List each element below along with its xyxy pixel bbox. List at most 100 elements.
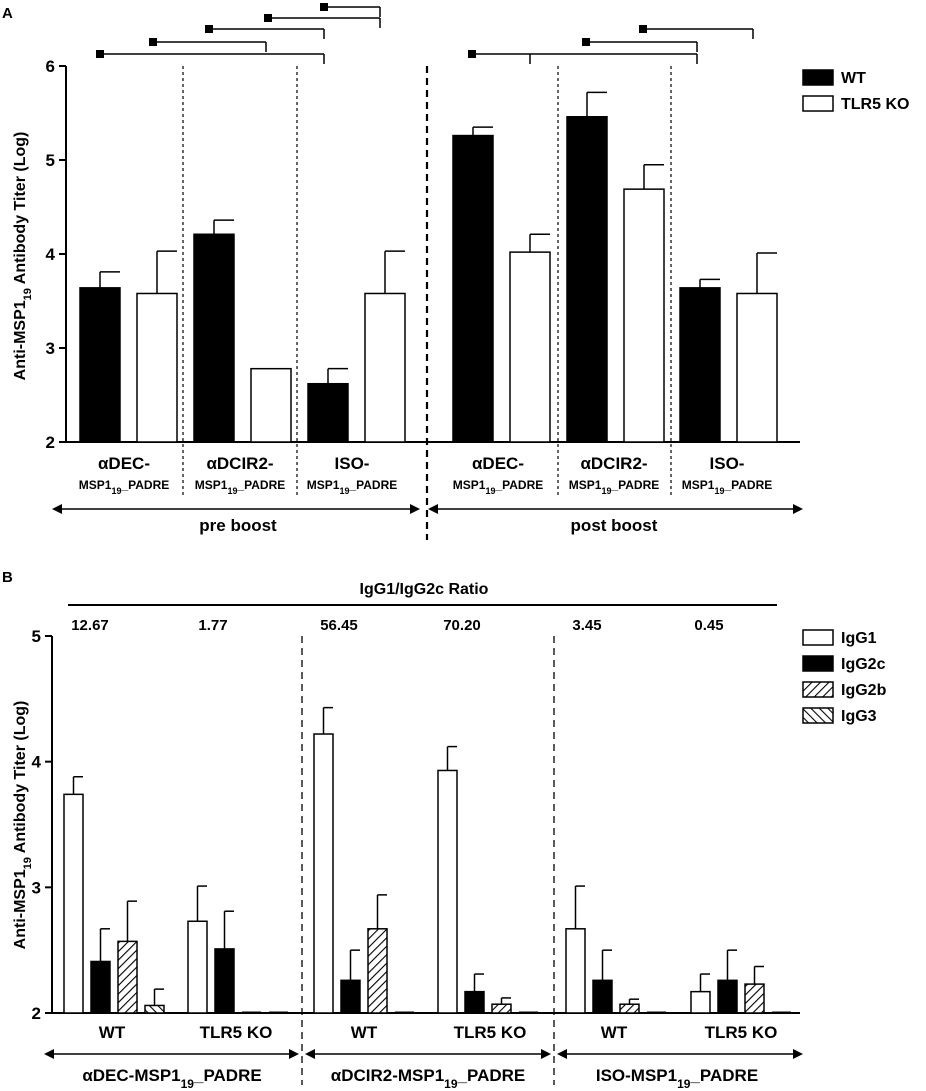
construct-label: αDEC-MSP119_PADRE <box>82 1066 261 1091</box>
ratio-value: 56.45 <box>320 617 358 634</box>
bar-wt <box>79 287 121 443</box>
subgroup-label: TLR5 KO <box>454 1023 527 1042</box>
bars-a <box>79 91 778 443</box>
bar-igg2c <box>464 990 485 1014</box>
ratio-value: 0.45 <box>694 617 723 634</box>
legend-b: IgG1 IgG2c IgG2b IgG3 <box>802 629 887 725</box>
construct-labels-b: αDEC-MSP119_PADRE αDCIR2-MSP119_PADRE IS… <box>82 1066 758 1091</box>
bar-igg2c <box>340 979 361 1014</box>
group-label-construct: MSP119_PADRE <box>682 478 773 496</box>
panel-b-label: B <box>2 569 13 586</box>
phase-label-post: post boost <box>571 516 658 535</box>
y-tick-label: 4 <box>46 245 56 264</box>
y-axis-title-a: Anti-MSP119 Antibody Titer (Log) <box>12 132 34 381</box>
panel-a: A 2 3 4 5 6 <box>2 3 909 540</box>
subgroup-label: WT <box>351 1023 378 1042</box>
bar-tlr5-ko <box>250 367 292 443</box>
y-tick-label: 3 <box>46 339 55 358</box>
bar-tlr5-ko <box>623 188 665 443</box>
ratio-values: 12.67 1.77 56.45 70.20 3.45 0.45 <box>71 617 723 634</box>
y-tick-label: 3 <box>32 878 41 897</box>
ratio-value: 70.20 <box>443 617 481 634</box>
group-label-construct: MSP119_PADRE <box>79 478 170 496</box>
group-label-top: αDCIR2- <box>206 454 273 473</box>
group-label-construct: MSP119_PADRE <box>307 478 398 496</box>
bar-igg2b <box>491 1003 512 1014</box>
group-label-top: ISO- <box>710 454 745 473</box>
bar-tlr5-ko <box>509 251 551 443</box>
bar-igg3 <box>144 1004 165 1014</box>
bar-tlr5-ko <box>364 292 406 443</box>
bar-igg1 <box>63 793 84 1014</box>
phase-label-pre: pre boost <box>199 516 277 535</box>
bar-wt <box>452 134 494 443</box>
bar-wt <box>566 116 608 443</box>
legend-label-igg3: IgG3 <box>841 708 877 725</box>
y-ticks-b: 2 3 4 5 <box>32 627 52 1023</box>
group-label-construct: MSP119_PADRE <box>195 478 286 496</box>
significance-markers-a <box>96 3 647 58</box>
bar-wt <box>679 287 721 443</box>
y-tick-label: 4 <box>32 753 42 772</box>
y-tick-label: 2 <box>46 433 55 452</box>
arrow-heads-a <box>52 504 803 514</box>
legend-swatch-wt <box>802 69 834 86</box>
arrow-heads-b <box>44 1049 803 1059</box>
legend-swatch-tlr5ko <box>802 95 834 112</box>
y-tick-label: 5 <box>46 151 55 170</box>
y-axis-title-b: Anti-MSP119 Antibody Titer (Log) <box>12 701 34 950</box>
legend-swatch-igg2c <box>802 655 834 672</box>
ratio-title: IgG1/IgG2c Ratio <box>360 581 489 598</box>
group-label-top: αDEC- <box>98 454 150 473</box>
bar-igg1 <box>187 920 208 1014</box>
group-label-top: αDCIR2- <box>580 454 647 473</box>
bar-igg1 <box>313 733 334 1014</box>
y-tick-label: 6 <box>46 57 55 76</box>
legend-label-igg1: IgG1 <box>841 630 877 647</box>
subgroup-label: TLR5 KO <box>705 1023 778 1042</box>
ratio-value: 12.67 <box>71 617 109 634</box>
y-tick-label: 5 <box>32 627 41 646</box>
construct-label: ISO-MSP119_PADRE <box>596 1066 758 1091</box>
bar-igg2c <box>90 960 111 1014</box>
construct-label: αDCIR2-MSP119_PADRE <box>331 1066 525 1091</box>
legend-swatch-igg1 <box>802 629 834 646</box>
group-labels-a: αDEC- αDCIR2- ISO- αDEC- αDCIR2- ISO- MS… <box>79 454 773 496</box>
bar-tlr5-ko <box>736 292 778 443</box>
legend-label-wt: WT <box>841 70 866 87</box>
panel-a-label: A <box>2 5 13 22</box>
legend-label-tlr5ko: TLR5 KO <box>841 96 909 113</box>
bar-igg2c <box>717 979 738 1014</box>
subgroup-label: WT <box>99 1023 126 1042</box>
group-label-construct: MSP119_PADRE <box>453 478 544 496</box>
legend-label-igg2c: IgG2c <box>841 656 886 673</box>
legend-label-igg2b: IgG2b <box>841 682 887 699</box>
bar-igg2b <box>117 940 138 1014</box>
bar-igg2c <box>592 979 613 1014</box>
subgroup-label: WT <box>601 1023 628 1042</box>
bar-igg2b <box>367 928 388 1014</box>
subgroup-labels-b: WT TLR5 KO WT TLR5 KO WT TLR5 KO <box>99 1023 778 1042</box>
bar-wt <box>193 233 235 443</box>
y-tick-label: 2 <box>32 1004 41 1023</box>
legend-swatch-igg2b <box>802 681 834 698</box>
bar-igg2c <box>214 948 235 1014</box>
group-label-top: ISO- <box>335 454 370 473</box>
subgroup-label: TLR5 KO <box>200 1023 273 1042</box>
bar-tlr5-ko <box>136 292 178 443</box>
bar-igg1 <box>565 928 586 1014</box>
ratio-value: 3.45 <box>572 617 601 634</box>
significance-brackets-a <box>100 6 754 64</box>
bar-igg2b <box>744 983 765 1014</box>
y-ticks-a: 2 3 4 5 6 <box>46 57 66 452</box>
panel-b: B IgG1/IgG2c Ratio 12.67 1.77 56.45 70.2… <box>2 569 887 1091</box>
bar-igg2b <box>619 1003 640 1014</box>
bar-igg1 <box>690 990 711 1014</box>
group-label-construct: MSP119_PADRE <box>569 478 660 496</box>
bar-wt <box>307 382 349 443</box>
legend-a: WT TLR5 KO <box>802 69 909 113</box>
bar-igg1 <box>437 769 458 1014</box>
group-label-top: αDEC- <box>472 454 524 473</box>
bars-b <box>63 706 791 1014</box>
